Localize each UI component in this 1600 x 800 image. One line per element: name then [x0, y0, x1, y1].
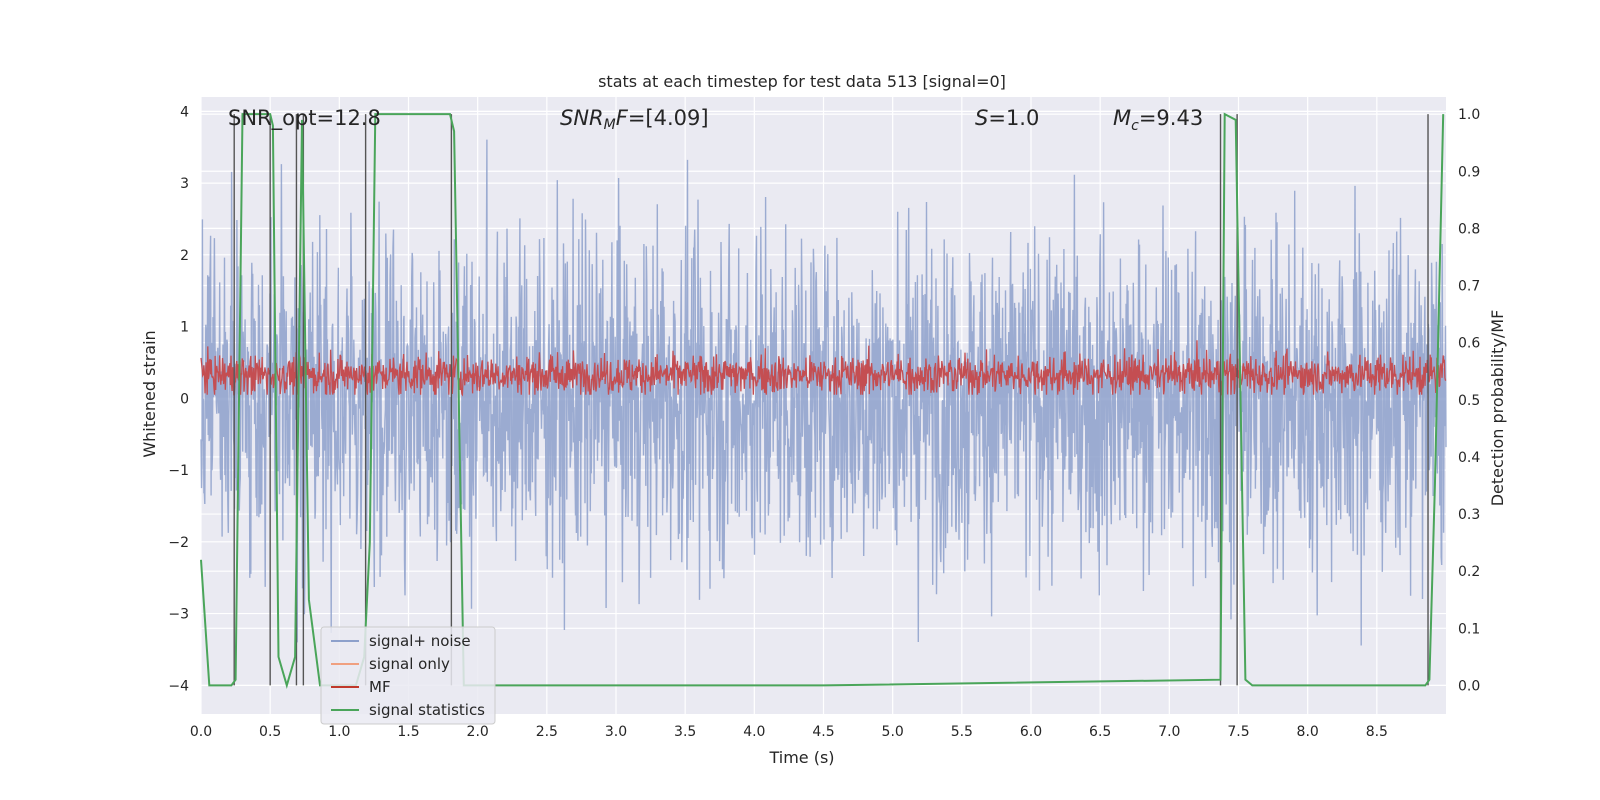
y-right-tick-label: 0.5: [1458, 393, 1480, 409]
x-tick-label: 7.0: [1158, 724, 1180, 740]
annotation-snr-mf-value: =[4.09]: [628, 106, 709, 130]
annotation-snr-mf-main: SNR: [560, 106, 604, 130]
legend-box: [320, 626, 496, 725]
legend: signal+ noise signal only MF signal stat…: [320, 626, 496, 725]
y-tick-label: −4: [168, 678, 189, 694]
legend-label-signal-noise: signal+ noise: [369, 632, 471, 650]
legend-label-signal-statistics: signal statistics: [369, 701, 485, 719]
y-right-tick-label: 0.0: [1458, 678, 1480, 694]
y-axis-title: Whitened strain: [140, 330, 159, 457]
series-mf: [200, 340, 1447, 397]
x-tick-label: 0.5: [259, 724, 281, 740]
x-tick-label: 8.0: [1297, 724, 1319, 740]
annotation-snr-mf-f: F: [616, 106, 629, 130]
x-tick-label: 6.5: [1089, 724, 1111, 740]
annotation-mc-main: M: [1113, 106, 1131, 130]
y-tick-label: 2: [180, 248, 189, 264]
legend-label-mf: MF: [369, 678, 391, 696]
annotation-snr-opt: SNR_opt=12.8: [228, 106, 381, 131]
axis-ticks: 0.0 0.5 1.0 1.5 2.0 2.5 3.0 3.5 4.0 4.5 5.0 5.5 6.0 6…: [168, 104, 1480, 740]
annotation-mc: Mc=9.43: [1113, 106, 1203, 134]
x-tick-label: 5.5: [951, 724, 973, 740]
y-right-tick-label: 0.7: [1458, 279, 1480, 295]
x-tick-label: 1.0: [328, 724, 350, 740]
x-tick-label: 4.0: [743, 724, 765, 740]
y-right-tick-label: 0.2: [1458, 564, 1480, 580]
y-tick-label: 0: [180, 391, 189, 407]
y-tick-label: −1: [168, 463, 189, 479]
annotation-snr-mf: SNRMF=[4.09]: [560, 106, 709, 133]
y-right-tick-label: 0.4: [1458, 450, 1480, 466]
y-right-tick-label: 0.3: [1458, 507, 1480, 523]
x-tick-label: 6.0: [1020, 724, 1042, 740]
chart-title: stats at each timestep for test data 513…: [598, 72, 1006, 91]
y-right-tick-label: 0.9: [1458, 164, 1480, 180]
annotation-mc-sub: c: [1131, 118, 1139, 134]
annotation-s: S=1.0: [975, 106, 1039, 130]
y-tick-label: 1: [180, 320, 189, 336]
y-tick-label: 3: [180, 176, 189, 192]
x-tick-label: 3.0: [605, 724, 627, 740]
x-tick-label: 2.0: [467, 724, 489, 740]
annotation-snr-mf-sub: M: [604, 117, 616, 133]
series-signal-statistics-line: [200, 112, 1445, 689]
y-right-tick-label: 1.0: [1458, 107, 1480, 123]
y-right-tick-label: 0.8: [1458, 221, 1480, 237]
y-tick-label: 4: [180, 104, 189, 120]
x-tick-label: 7.5: [1227, 724, 1249, 740]
annotation-mc-value: =9.43: [1139, 106, 1203, 130]
x-tick-label: 0.0: [190, 724, 212, 740]
x-tick-label: 1.5: [397, 724, 419, 740]
x-axis-title: Time (s): [768, 748, 834, 767]
x-tick-label: 4.5: [812, 724, 834, 740]
annotation-s-value: =1.0: [988, 106, 1039, 130]
x-tick-label: 3.5: [674, 724, 696, 740]
y-tick-label: −3: [168, 607, 189, 623]
y-right-axis-title: Detection probability/MF: [1488, 310, 1507, 507]
x-tick-label: 5.0: [882, 724, 904, 740]
x-tick-label: 2.5: [536, 724, 558, 740]
y-tick-label: −2: [168, 535, 189, 551]
x-tick-label: 8.5: [1366, 724, 1388, 740]
annotation-s-main: S: [975, 106, 988, 130]
y-right-tick-label: 0.1: [1458, 621, 1480, 637]
series-signal-statistics: [200, 112, 1445, 689]
series-mf-line: [200, 340, 1447, 397]
legend-label-signal-only: signal only: [369, 655, 450, 673]
y-right-tick-label: 0.6: [1458, 336, 1480, 352]
